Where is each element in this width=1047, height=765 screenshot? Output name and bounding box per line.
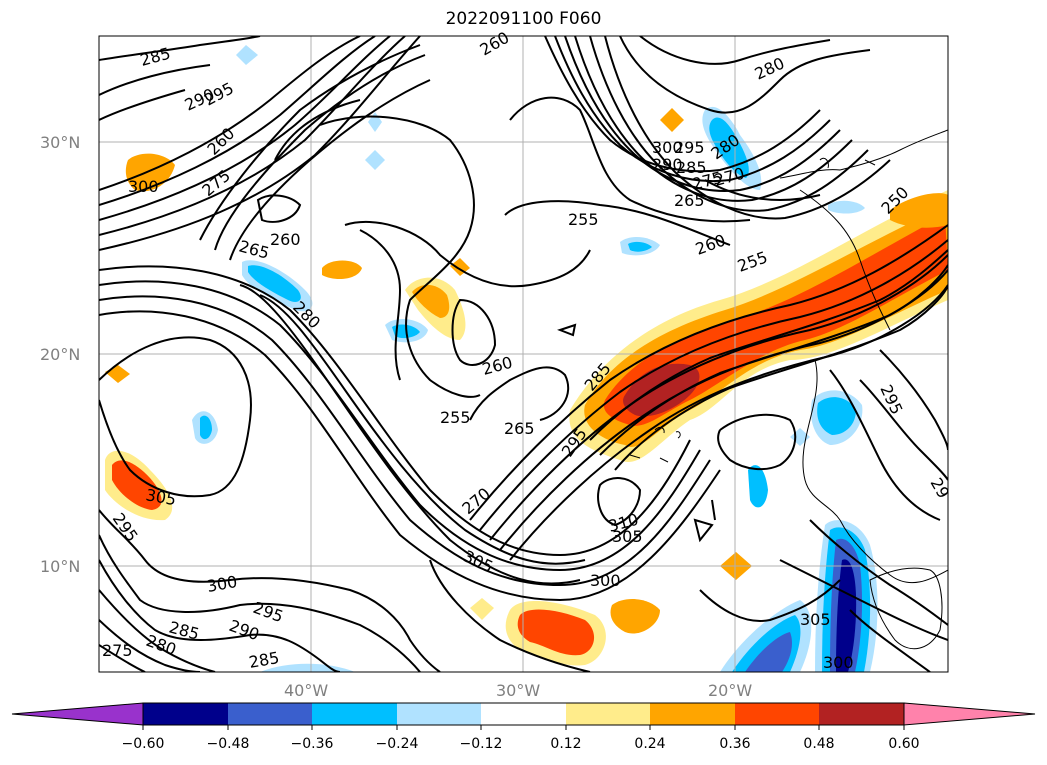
- map-title: 2022091100 F060: [445, 9, 602, 29]
- contour-label: 285: [676, 158, 707, 177]
- colorbar-tick-label: 0.36: [719, 736, 750, 752]
- midwest-blob-1: [322, 260, 362, 280]
- contour-label: 300: [590, 571, 621, 590]
- west-blob-1-core: [112, 460, 162, 510]
- colorbar-segment: [481, 703, 566, 725]
- contour-label: 300: [823, 653, 854, 672]
- colorbar-tick-label: −0.12: [460, 736, 503, 752]
- colorbar-segment: [819, 703, 904, 725]
- contour-label: 265: [504, 419, 535, 438]
- axis-labels: 30°N 20°N 10°N 40°W 30°W 20°W: [40, 133, 752, 700]
- contour-label: 265: [674, 191, 705, 210]
- colorbar-tick-label: 0.24: [634, 736, 665, 752]
- lon-label-30w: 30°W: [496, 681, 540, 700]
- coastlines: [629, 129, 948, 650]
- contour-label: 305: [612, 527, 643, 546]
- colorbar-tick-label: −0.24: [376, 736, 419, 752]
- colorbar-segment: [397, 703, 481, 725]
- lon-label-40w: 40°W: [284, 681, 328, 700]
- contour-label: 255: [440, 408, 471, 427]
- contour-label: 295: [674, 138, 705, 157]
- neg-top-1: [236, 45, 258, 65]
- neg-small-3: [828, 200, 865, 214]
- plot-frame: [98, 35, 949, 673]
- colorbar-segment: [735, 703, 819, 725]
- lat-label-30n: 30°N: [40, 133, 80, 152]
- neg-east-1-core: [817, 397, 856, 435]
- neg-west-2-core: [200, 415, 212, 440]
- neg-bottom-1: [260, 663, 355, 672]
- contour-label: 300: [652, 138, 683, 157]
- contour-label: 290: [652, 155, 683, 174]
- north-blob-1: [660, 108, 684, 132]
- lat-label-10n: 10°N: [40, 557, 80, 576]
- colorbar-tick-label: 0.12: [550, 736, 581, 752]
- colorbar-tick-label: 0.60: [888, 736, 919, 752]
- neg-mid-2-core: [628, 241, 652, 252]
- contour-label: 260: [270, 230, 301, 249]
- colorbar-segment: [566, 703, 650, 725]
- south-blob-3: [470, 598, 494, 620]
- neg-south-1-c: [836, 559, 857, 672]
- east-north-blob: [890, 193, 948, 228]
- contour-label: 300: [128, 177, 159, 196]
- neg-east-2: [748, 465, 768, 508]
- neg-south-2-deep: [745, 632, 793, 672]
- midwest-blob-2-core: [412, 284, 450, 318]
- colorbar-tick-label: −0.36: [291, 736, 334, 752]
- contour-label: 305: [800, 610, 831, 629]
- shaded-anomaly-layer: [105, 45, 948, 672]
- lon-label-20w: 20°W: [708, 681, 752, 700]
- colorbar-tick-label: −0.60: [122, 736, 165, 752]
- colorbar-segment: [228, 703, 312, 725]
- contour-label: 275: [102, 641, 133, 660]
- colorbar-tick-label: 0.48: [803, 736, 834, 752]
- colorbar-segment: [650, 703, 735, 725]
- colorbar-segment: [143, 703, 228, 725]
- south-blob-2: [610, 598, 660, 634]
- colorbar-low-extension: [11, 702, 144, 726]
- colorbar-segment: [312, 703, 397, 725]
- lat-label-20n: 20°N: [40, 345, 80, 364]
- colorbar-tick-label: −0.48: [207, 736, 250, 752]
- colorbar: −0.60 −0.48 −0.36 −0.24 −0.12 0.12 0.24 …: [11, 702, 1036, 752]
- contour-label: 255: [568, 210, 599, 229]
- isentropic-contours: [99, 36, 948, 672]
- south-blob-1-core: [517, 609, 595, 656]
- colorbar-high-extension: [903, 702, 1036, 726]
- neg-north-1-core: [709, 117, 749, 178]
- neg-west-1-core: [248, 265, 301, 302]
- neg-small-1: [365, 150, 385, 170]
